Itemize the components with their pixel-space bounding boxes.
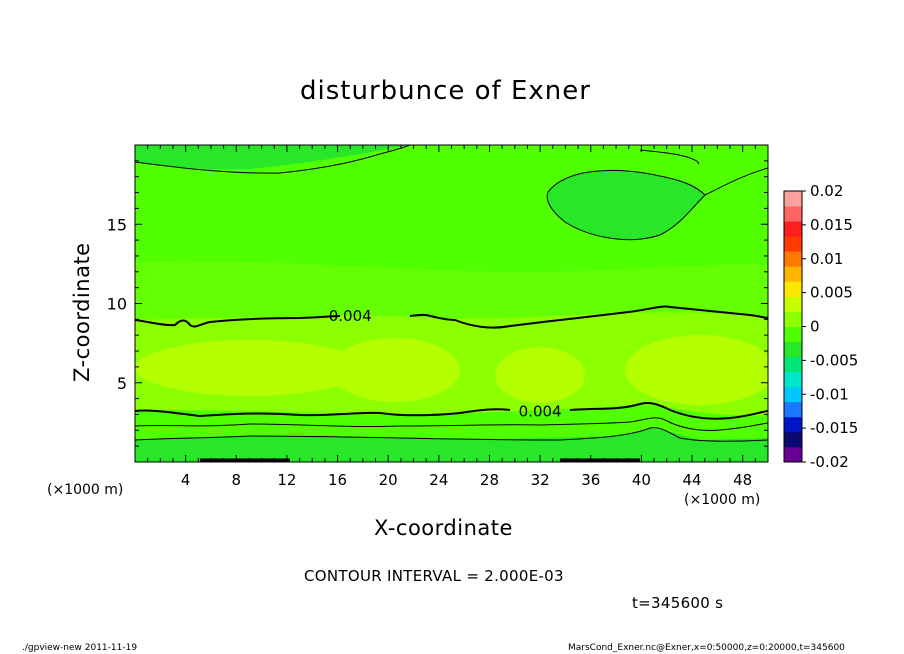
colorbar-segment	[784, 386, 802, 403]
colorbar-tick-label: -0.01	[810, 385, 849, 403]
contour-labels: 0.004 0.004	[329, 307, 562, 420]
x-axis-ticks: 4 8 12 16 20 24 28 32 36 40 44 48	[147, 145, 756, 489]
colorbar-segment	[784, 401, 802, 418]
colorbar-tick-label: -0.005	[810, 351, 858, 369]
x-tick-label: 28	[480, 471, 499, 489]
contour-label: 0.004	[329, 307, 372, 325]
colorbar-segment	[784, 236, 802, 252]
contour-line	[135, 145, 411, 174]
field-band-mid	[135, 261, 768, 320]
colorbar-segment	[784, 431, 802, 448]
contour-line	[135, 427, 768, 442]
contour-line	[639, 149, 699, 165]
contour-line	[704, 167, 768, 196]
contour-line	[135, 401, 768, 420]
y-axis-label: Z-coordinate	[70, 242, 94, 382]
colorbar-tick-label: 0	[810, 318, 820, 336]
y-tick-label: 15	[107, 215, 127, 234]
time-stamp: t=345600 s	[632, 594, 724, 612]
x-tick-label: 32	[531, 471, 550, 489]
field-negative-region	[547, 170, 705, 240]
y-tick-label: 5	[117, 374, 127, 393]
x-tick-label: 4	[181, 471, 191, 489]
colorbar-segment	[784, 326, 802, 342]
colorbar-segment	[784, 281, 802, 297]
contour-field	[135, 145, 768, 462]
x-axis-label: X-coordinate	[374, 516, 513, 540]
x-unit-left: (×1000 m)	[47, 482, 124, 498]
colorbar-tick-label: 0.02	[810, 182, 843, 200]
footer-right: MarsCond_Exner.nc@Exner,x=0:50000,z=0:20…	[568, 643, 845, 653]
colorbar-segment	[784, 221, 802, 237]
colorbar-tick-label: -0.02	[810, 453, 849, 471]
field-blob	[135, 340, 365, 396]
contour-interval: CONTOUR INTERVAL = 2.000E-03	[304, 567, 564, 585]
field-blob	[495, 347, 585, 403]
colorbar-segment	[784, 251, 802, 267]
contour-line	[546, 169, 706, 241]
contour-label: 0.004	[519, 402, 562, 420]
x-tick-label: 40	[632, 471, 651, 489]
x-tick-label: 20	[379, 471, 398, 489]
field-top-sliver	[135, 145, 410, 170]
contour-line	[135, 305, 768, 329]
colorbar-segment	[784, 206, 802, 222]
x-unit-right: (×1000 m)	[684, 492, 761, 508]
colorbar-tick-label: -0.015	[810, 419, 858, 437]
colorbar-segment	[784, 296, 802, 312]
y-tick-label: 10	[107, 295, 127, 314]
colorbar-segment	[784, 341, 802, 358]
field-blob	[330, 338, 460, 402]
contour-line	[135, 417, 768, 431]
colorbar-segment	[784, 416, 802, 433]
colorbar: 0.02 0.015 0.01 0.005 0 -0.005 -0.01 -0.015 -0.0…	[783, 182, 858, 471]
x-tick-label: 44	[682, 471, 701, 489]
x-tick-label: 16	[328, 471, 347, 489]
footer-left: ./gpview-new 2011-11-19	[22, 643, 138, 653]
colorbar-tick-label: 0.01	[810, 250, 843, 268]
y-axis-ticks: 5 10 15	[107, 160, 768, 447]
colorbar-segment	[784, 311, 802, 327]
colorbar-tick-label: 0.015	[810, 216, 853, 234]
x-tick-label: 48	[733, 471, 752, 489]
colorbar-tick-label: 0.005	[810, 284, 853, 302]
colorbar-segment	[784, 266, 802, 282]
x-tick-label: 8	[232, 471, 242, 489]
x-tick-label: 12	[277, 471, 296, 489]
x-tick-label: 24	[429, 471, 448, 489]
x-tick-label: 36	[581, 471, 600, 489]
field-blob	[625, 335, 768, 405]
colorbar-segment	[784, 446, 802, 463]
colorbar-segment	[784, 371, 802, 388]
colorbar-segment	[784, 356, 802, 373]
chart-title: disturbunce of Exner	[300, 76, 591, 106]
colorbar-segment	[784, 191, 802, 207]
